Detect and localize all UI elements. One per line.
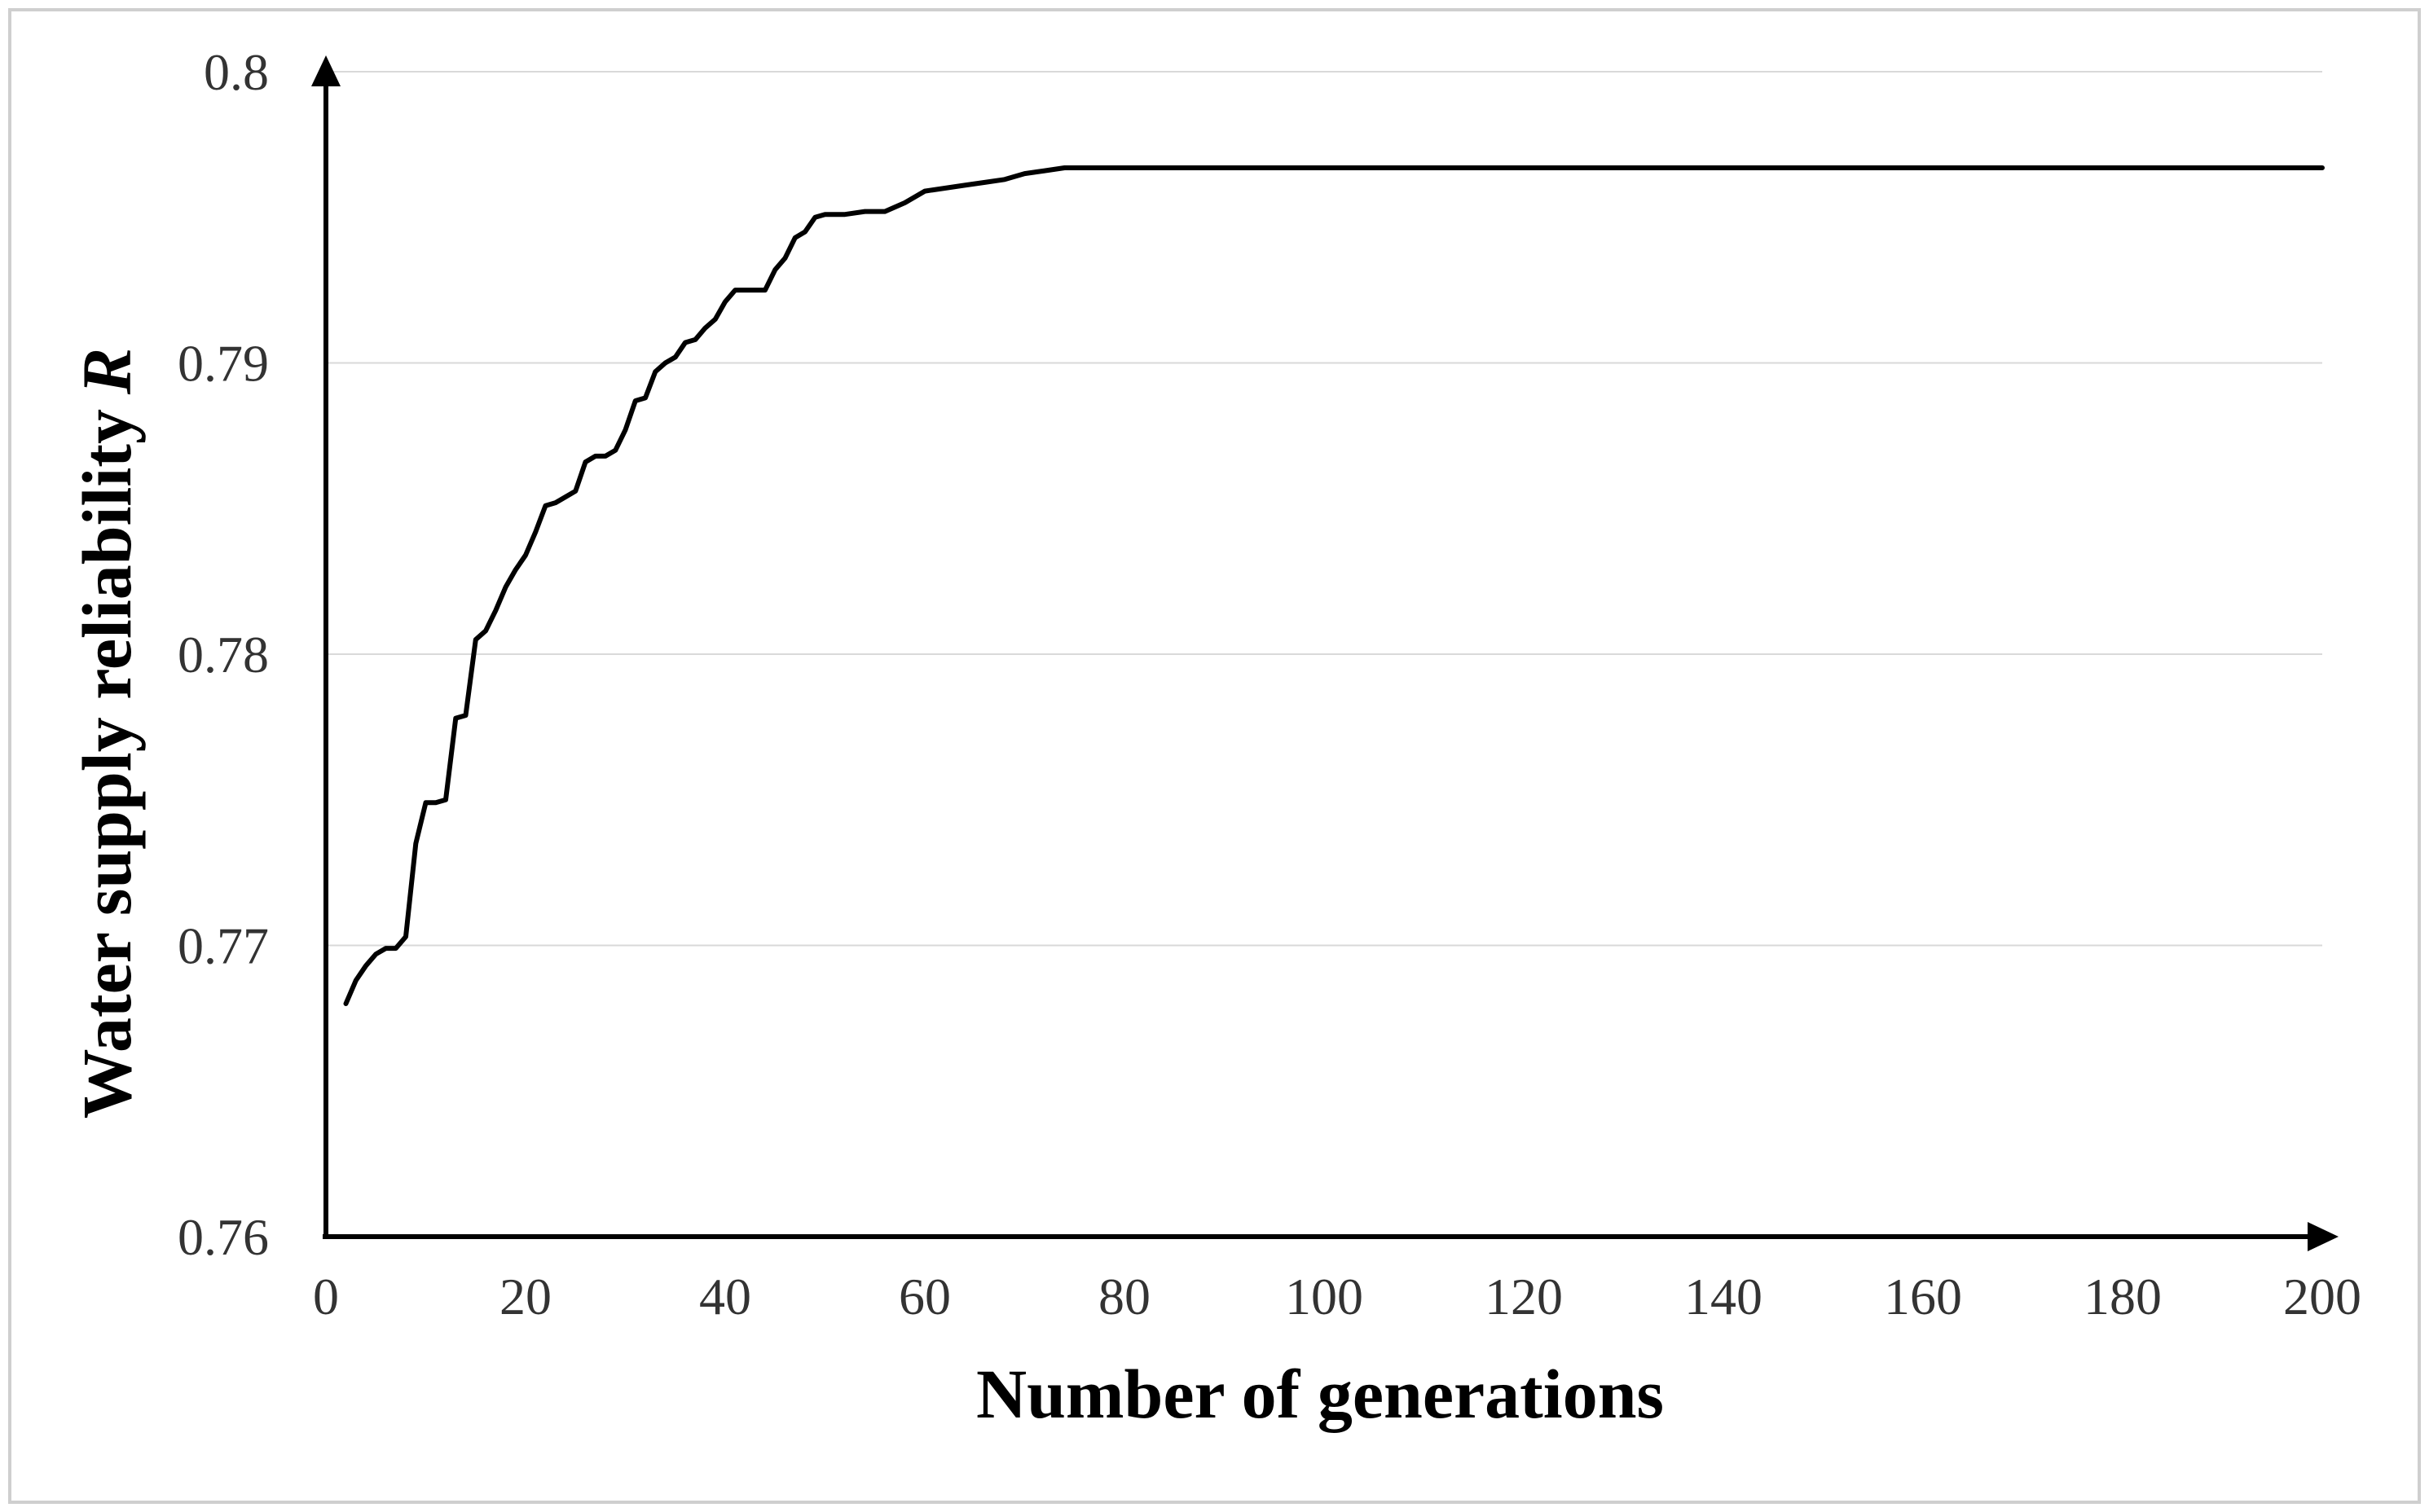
x-axis-arrowhead (2308, 1222, 2339, 1251)
y-tick-label-2: 0.78 (178, 626, 269, 683)
y-tick-label-3: 0.79 (178, 335, 269, 393)
chart-frame (8, 8, 2421, 1504)
y-tick-label-4: 0.8 (204, 43, 269, 101)
y-tick-label-0: 0.76 (178, 1208, 269, 1266)
axes (311, 55, 2339, 1251)
y-tick-label-1: 0.77 (178, 917, 269, 975)
x-tick-label-10: 200 (2283, 1268, 2361, 1325)
y-axis-title: Water supply reliability R (68, 348, 146, 1119)
x-tick-label-6: 120 (1485, 1268, 1563, 1325)
grid (326, 71, 2322, 947)
x-tick-label-0: 0 (313, 1268, 339, 1325)
series (343, 165, 2325, 1006)
x-tick-label-1: 20 (499, 1268, 552, 1325)
series-line-0 (343, 165, 2325, 1006)
x-tick-label-9: 180 (2084, 1268, 2162, 1325)
x-tick-label-5: 100 (1285, 1268, 1363, 1325)
y-axis-title-symbol: R (68, 348, 146, 395)
tick-labels: 0.76 0.77 0.78 0.79 0.8 0 20 40 60 80 100 120 140 160… (178, 43, 2361, 1325)
x-tick-label-4: 80 (1098, 1268, 1151, 1325)
x-tick-label-7: 140 (1684, 1268, 1762, 1325)
x-tick-label-3: 60 (899, 1268, 951, 1325)
x-tick-label-8: 160 (1884, 1268, 1962, 1325)
y-axis-arrowhead (311, 55, 341, 86)
y-axis-title-main: Water supply reliability (68, 409, 146, 1119)
x-tick-label-2: 40 (699, 1268, 751, 1325)
x-axis-title: Number of generations (976, 1355, 1664, 1433)
